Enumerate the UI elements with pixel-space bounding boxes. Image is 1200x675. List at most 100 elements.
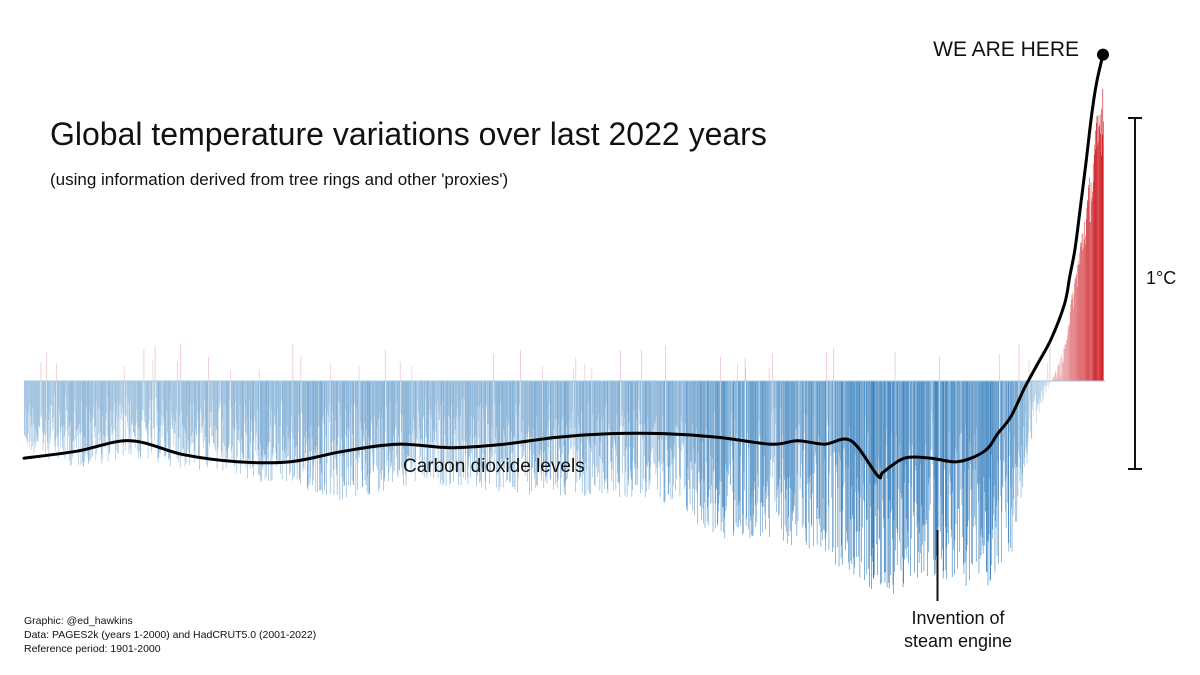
anomaly-bar bbox=[995, 381, 996, 521]
anomaly-bar bbox=[368, 381, 370, 494]
anomaly-bar bbox=[1052, 376, 1054, 381]
anomaly-bar bbox=[239, 381, 240, 443]
anomaly-bar bbox=[104, 381, 105, 448]
anomaly-bar bbox=[612, 381, 613, 448]
anomaly-bar bbox=[914, 381, 915, 573]
anomaly-bar bbox=[41, 381, 42, 419]
anomaly-bar bbox=[721, 381, 722, 482]
anomaly-bar bbox=[1085, 219, 1087, 381]
anomaly-bar bbox=[81, 381, 83, 432]
anomaly-bar bbox=[808, 381, 809, 523]
anomaly-bar bbox=[738, 381, 739, 528]
anomaly-bar bbox=[812, 381, 814, 474]
anomaly-bar bbox=[400, 381, 402, 414]
anomaly-bar bbox=[171, 381, 173, 429]
anomaly-bar bbox=[975, 381, 977, 470]
anomaly-bar bbox=[444, 381, 446, 435]
anomaly-bar bbox=[908, 381, 909, 564]
anomaly-bar bbox=[745, 367, 746, 381]
anomaly-bar bbox=[298, 381, 300, 479]
anomaly-bar bbox=[816, 381, 818, 545]
anomaly-bar bbox=[806, 381, 808, 415]
anomaly-bar bbox=[720, 381, 722, 531]
anomaly-bar bbox=[101, 381, 103, 454]
anomaly-bar bbox=[529, 381, 531, 470]
anomaly-bar bbox=[359, 381, 361, 422]
anomaly-bar bbox=[265, 381, 266, 455]
anomaly-bar bbox=[144, 381, 145, 423]
anomaly-bar bbox=[824, 381, 825, 531]
anomaly-bar bbox=[131, 381, 133, 422]
anomaly-bar bbox=[228, 381, 230, 449]
anomaly-bar bbox=[190, 381, 192, 447]
anomaly-bar bbox=[564, 381, 565, 488]
anomaly-bar bbox=[332, 381, 334, 411]
anomaly-bar bbox=[713, 381, 715, 470]
anomaly-bar bbox=[999, 354, 1001, 381]
anomaly-bar bbox=[576, 381, 578, 483]
anomaly-bar bbox=[581, 381, 583, 412]
anomaly-bar bbox=[585, 381, 587, 496]
anomaly-bar bbox=[759, 381, 760, 437]
anomaly-bar bbox=[633, 381, 635, 411]
anomaly-bar bbox=[942, 381, 943, 550]
anomaly-bar bbox=[1043, 381, 1044, 398]
anomaly-bar bbox=[150, 381, 151, 400]
anomaly-bar bbox=[380, 381, 381, 449]
anomaly-bar bbox=[1061, 354, 1062, 381]
anomaly-bar bbox=[377, 381, 379, 492]
anomaly-bar bbox=[305, 381, 306, 454]
anomaly-bar bbox=[301, 381, 302, 414]
anomaly-bar bbox=[1072, 297, 1073, 381]
anomaly-bar bbox=[285, 381, 287, 449]
anomaly-bar bbox=[83, 381, 85, 438]
anomaly-bar bbox=[187, 381, 188, 450]
anomaly-bar bbox=[932, 381, 933, 465]
anomaly-bar bbox=[105, 381, 106, 449]
anomaly-bar bbox=[327, 381, 329, 416]
anomaly-bar bbox=[266, 381, 268, 447]
anomaly-bar bbox=[153, 381, 155, 428]
anomaly-bar bbox=[921, 381, 923, 506]
anomaly-bar bbox=[312, 381, 314, 466]
anomaly-bar bbox=[989, 381, 990, 479]
anomaly-bar bbox=[895, 381, 897, 437]
anomaly-bar bbox=[486, 381, 487, 408]
anomaly-bar bbox=[928, 381, 930, 511]
anomaly-bar bbox=[246, 381, 247, 435]
anomaly-bar bbox=[625, 381, 626, 472]
anomaly-bar bbox=[604, 381, 606, 408]
anomaly-bar bbox=[931, 381, 932, 413]
anomaly-bar bbox=[421, 381, 422, 440]
anomaly-bar bbox=[59, 381, 60, 417]
anomaly-bar bbox=[671, 381, 673, 465]
anomaly-bar bbox=[144, 381, 146, 417]
anomaly-bar bbox=[1013, 381, 1014, 499]
anomaly-bar bbox=[1074, 277, 1076, 381]
anomaly-bar bbox=[164, 381, 166, 457]
anomaly-bar bbox=[80, 381, 81, 434]
anomaly-bar bbox=[269, 381, 270, 442]
anomaly-bar bbox=[211, 381, 213, 437]
anomaly-bar bbox=[1045, 381, 1046, 386]
anomaly-bar bbox=[839, 381, 841, 513]
anomaly-bar bbox=[599, 381, 601, 491]
anomaly-bar bbox=[605, 381, 607, 404]
anomaly-bar bbox=[987, 381, 988, 540]
anomaly-bar bbox=[435, 381, 436, 407]
anomaly-bar bbox=[55, 381, 57, 441]
anomaly-bar bbox=[302, 381, 303, 462]
anomaly-bar bbox=[168, 381, 170, 461]
anomaly-bar bbox=[460, 381, 461, 417]
anomaly-bar bbox=[538, 381, 539, 473]
anomaly-bar bbox=[254, 381, 255, 415]
anomaly-bar bbox=[577, 381, 579, 418]
anomaly-bar bbox=[282, 381, 284, 437]
anomaly-bar bbox=[544, 381, 545, 452]
anomaly-bar bbox=[364, 381, 366, 481]
anomaly-bar bbox=[434, 381, 436, 470]
anomaly-bar bbox=[636, 381, 637, 420]
anomaly-bar bbox=[402, 381, 404, 416]
anomaly-bar bbox=[910, 381, 912, 488]
credits: Graphic: @ed_hawkins Data: PAGES2k (year… bbox=[24, 614, 316, 656]
